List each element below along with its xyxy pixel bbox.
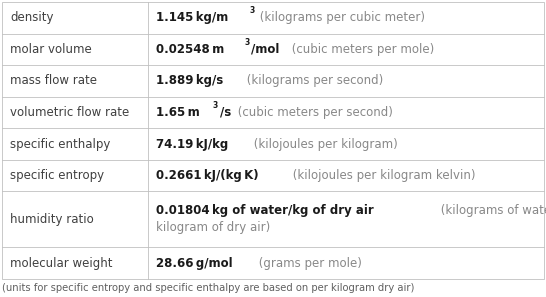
Text: molar volume: molar volume: [10, 43, 92, 56]
Text: humidity ratio: humidity ratio: [10, 213, 94, 226]
Text: 3: 3: [250, 6, 255, 15]
Text: volumetric flow rate: volumetric flow rate: [10, 106, 129, 119]
Text: 0.01804 kg of water/kg of dry air: 0.01804 kg of water/kg of dry air: [156, 204, 374, 217]
Text: 1.889 kg/s: 1.889 kg/s: [156, 74, 224, 87]
Text: 0.02548 m: 0.02548 m: [156, 43, 224, 56]
Text: 1.65 m: 1.65 m: [156, 106, 200, 119]
Text: specific enthalpy: specific enthalpy: [10, 138, 110, 151]
Text: 1.145 kg/m: 1.145 kg/m: [156, 11, 229, 24]
Text: 3: 3: [245, 38, 250, 47]
Text: kilogram of dry air): kilogram of dry air): [156, 221, 271, 234]
Text: 28.66 g/mol: 28.66 g/mol: [156, 257, 233, 270]
Text: mass flow rate: mass flow rate: [10, 74, 97, 87]
Text: 74.19 kJ/kg: 74.19 kJ/kg: [156, 138, 229, 151]
Text: /s: /s: [219, 106, 231, 119]
Text: (cubic meters per second): (cubic meters per second): [234, 106, 393, 119]
Text: /mol: /mol: [251, 43, 280, 56]
Text: density: density: [10, 11, 54, 24]
Text: (kilojoules per kilogram): (kilojoules per kilogram): [250, 138, 397, 151]
Text: (grams per mole): (grams per mole): [255, 257, 362, 270]
Text: molecular weight: molecular weight: [10, 257, 112, 270]
Text: (kilograms per second): (kilograms per second): [243, 74, 383, 87]
Text: (units for specific entropy and specific enthalpy are based on per kilogram dry : (units for specific entropy and specific…: [2, 283, 414, 293]
Text: 0.2661 kJ/(kg K): 0.2661 kJ/(kg K): [156, 169, 259, 182]
Text: 3: 3: [213, 101, 218, 110]
Text: (cubic meters per mole): (cubic meters per mole): [288, 43, 434, 56]
Text: (kilograms per cubic meter): (kilograms per cubic meter): [256, 11, 425, 24]
Text: (kilojoules per kilogram kelvin): (kilojoules per kilogram kelvin): [289, 169, 475, 182]
Text: specific entropy: specific entropy: [10, 169, 104, 182]
Text: (kilograms of water per: (kilograms of water per: [437, 204, 546, 217]
